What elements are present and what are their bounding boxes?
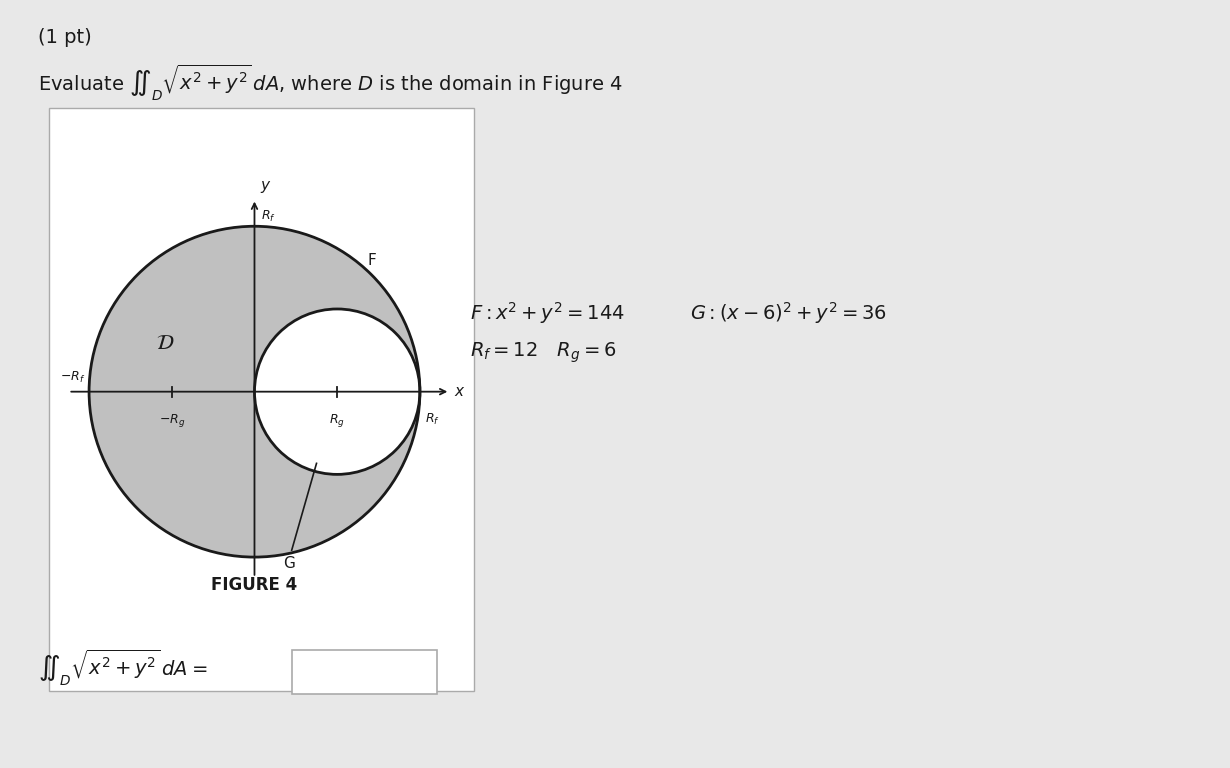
Text: $G : (x - 6)^2 + y^2 = 36$: $G : (x - 6)^2 + y^2 = 36$ (690, 300, 887, 326)
Text: $R_f = 12 \quad R_g = 6$: $R_f = 12 \quad R_g = 6$ (470, 341, 616, 366)
Text: F: F (368, 253, 376, 268)
Text: Evaluate $\iint_D \sqrt{x^2 + y^2}\, dA$, where $D$ is the domain in Figure 4: Evaluate $\iint_D \sqrt{x^2 + y^2}\, dA$… (38, 62, 622, 103)
Text: $F : x^2 + y^2 = 144$: $F : x^2 + y^2 = 144$ (470, 300, 625, 326)
Text: FIGURE 4: FIGURE 4 (212, 576, 298, 594)
Text: $\iint_D \sqrt{x^2 + y^2}\, dA =$: $\iint_D \sqrt{x^2 + y^2}\, dA =$ (38, 647, 208, 688)
FancyBboxPatch shape (292, 650, 437, 694)
Text: $x$: $x$ (454, 384, 466, 399)
Text: $R_g$: $R_g$ (330, 412, 346, 429)
Text: $R_f$: $R_f$ (426, 412, 440, 428)
Circle shape (89, 227, 419, 557)
Text: 1152pi: 1152pi (333, 663, 396, 681)
Circle shape (255, 309, 419, 475)
Text: $R_f$: $R_f$ (261, 208, 277, 223)
Text: $y$: $y$ (260, 179, 272, 194)
Text: $-R_g$: $-R_g$ (159, 412, 184, 429)
Text: G: G (283, 557, 295, 571)
Text: $\mathcal{D}$: $\mathcal{D}$ (156, 333, 175, 353)
Text: (1 pt): (1 pt) (38, 28, 92, 47)
Text: $-R_f$: $-R_f$ (59, 370, 85, 386)
